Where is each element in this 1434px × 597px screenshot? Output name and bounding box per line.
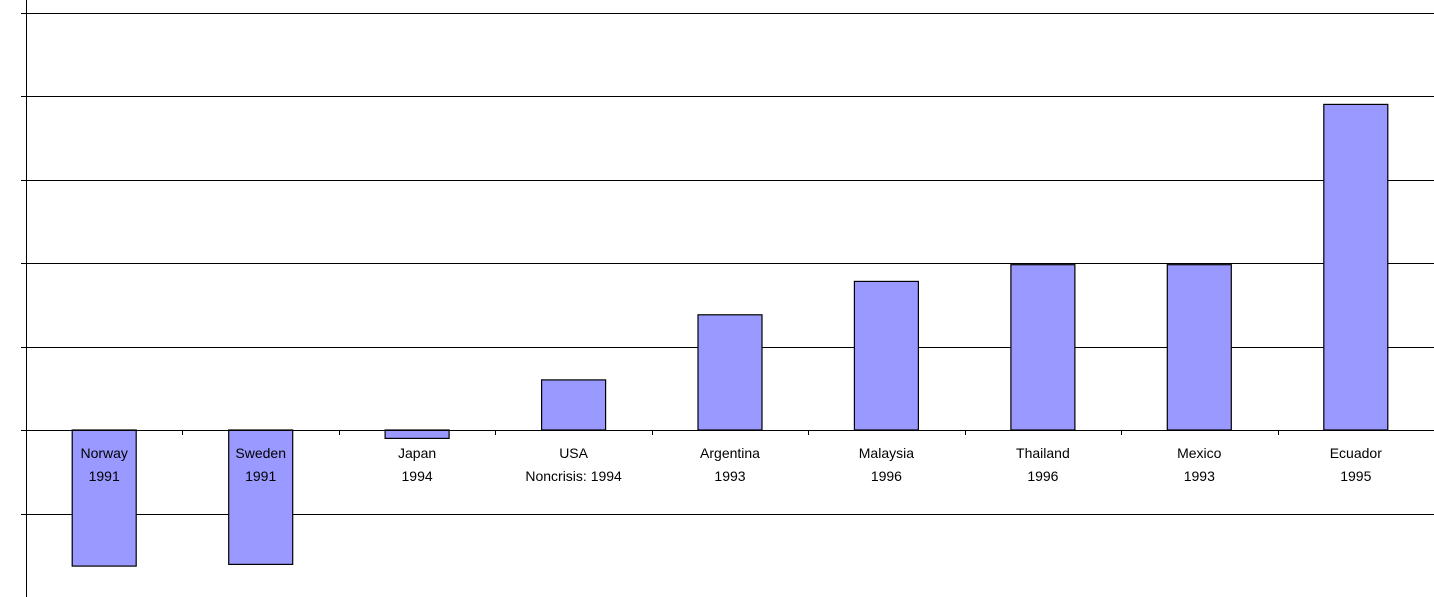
axes — [26, 0, 1434, 597]
category-label-7-year: 1993 — [1184, 468, 1215, 484]
ticks — [21, 13, 1279, 515]
category-label-7-name: Mexico — [1177, 445, 1222, 461]
category-label-1-year: 1991 — [245, 468, 276, 484]
category-label-4-year: 1993 — [714, 468, 745, 484]
bar-japan — [384, 429, 450, 439]
category-label-8-year: 1995 — [1340, 468, 1371, 484]
category-label-6-name: Thailand — [1016, 445, 1070, 461]
category-label-2-year: 1994 — [402, 468, 433, 484]
bar-norway — [71, 429, 137, 567]
bar-thailand — [1010, 264, 1076, 431]
bar-sweden — [228, 429, 294, 565]
bar-malaysia — [853, 280, 920, 431]
bar-argentina — [697, 314, 763, 431]
bars — [71, 103, 1389, 567]
gridlines — [26, 13, 1434, 515]
category-label-8-name: Ecuador — [1330, 445, 1382, 461]
bar-ecuador — [1323, 103, 1389, 431]
category-labels: Norway 1991 Sweden 1991 Japan 1994 USA Noncrisi… — [80, 445, 1382, 484]
category-label-4-name: Argentina — [700, 445, 760, 461]
bar-mexico — [1166, 264, 1232, 431]
category-label-1-name: Sweden — [235, 445, 286, 461]
category-label-5-name: Malaysia — [859, 445, 914, 461]
category-label-0-name: Norway — [80, 445, 127, 461]
category-label-2-name: Japan — [398, 445, 436, 461]
category-label-6-year: 1996 — [1027, 468, 1058, 484]
category-label-5-year: 1996 — [871, 468, 902, 484]
category-label-0-year: 1991 — [89, 468, 120, 484]
bar-usa — [540, 379, 607, 431]
category-label-3-name: USA — [559, 445, 588, 461]
category-label-3-year: Noncrisis: 1994 — [525, 468, 622, 484]
